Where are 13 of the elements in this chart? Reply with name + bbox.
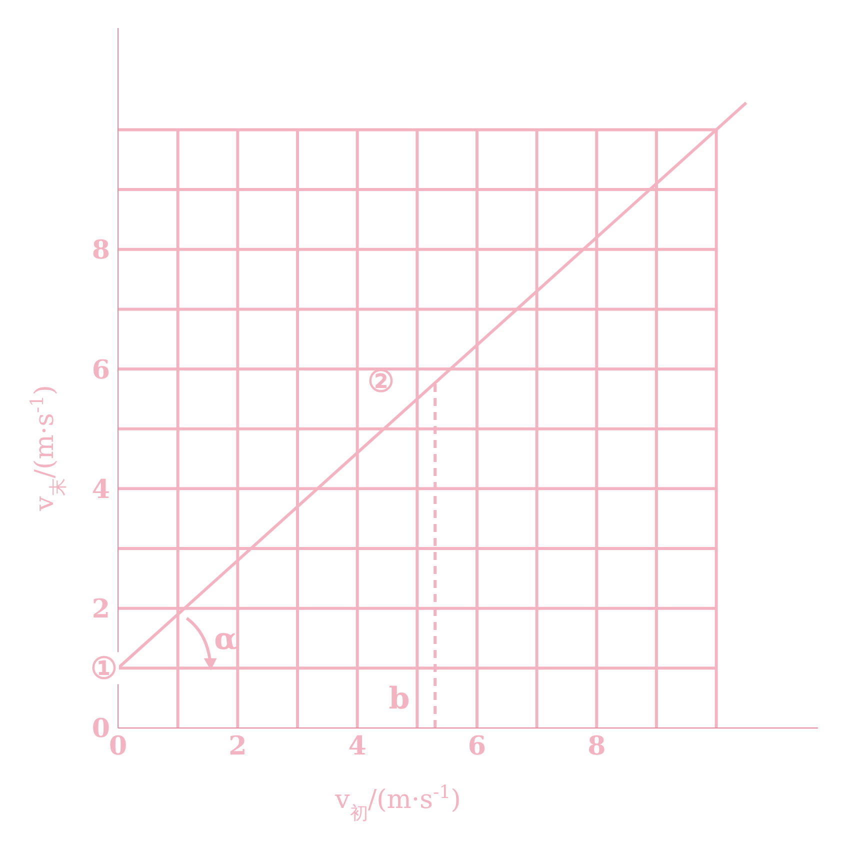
- x-axis-title: v$_{初}$/(m·s$^{-1}$): [334, 782, 461, 824]
- y-tick-label: 8: [92, 236, 110, 266]
- y-tick-label: 2: [92, 594, 110, 625]
- y-tick-label: 4: [92, 474, 110, 505]
- annotation: b: [388, 682, 410, 717]
- annotation: ②: [368, 364, 395, 400]
- x-tick-label: 4: [348, 731, 366, 762]
- annotation: α: [214, 622, 238, 657]
- x-tick-label: 8: [588, 731, 606, 762]
- annotation: ①: [90, 652, 118, 687]
- y-tick-label: 6: [92, 355, 110, 386]
- x-tick-label: 6: [468, 731, 486, 762]
- x-tick-label: 2: [228, 731, 247, 762]
